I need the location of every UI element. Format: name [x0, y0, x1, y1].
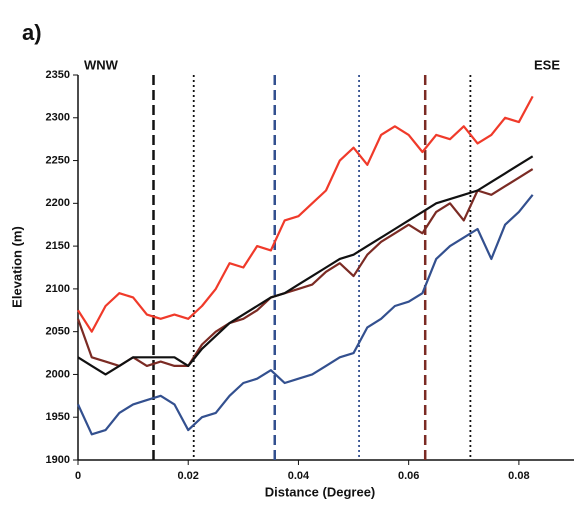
- left-label: WNW: [84, 57, 119, 72]
- x-tick-label: 0.02: [178, 470, 199, 482]
- x-tick-label: 0.06: [398, 470, 419, 482]
- x-tick-label: 0.08: [508, 470, 529, 482]
- y-tick-label: 2300: [46, 112, 70, 124]
- panel-label: a): [22, 20, 42, 45]
- y-tick-label: 1950: [46, 411, 70, 423]
- x-tick-label: 0: [75, 470, 81, 482]
- y-tick-label: 2200: [46, 197, 70, 209]
- y-tick-label: 2000: [46, 368, 70, 380]
- y-tick-label: 2150: [46, 240, 70, 252]
- y-axis-label: Elevation (m): [9, 226, 24, 308]
- y-tick-label: 1900: [46, 454, 70, 466]
- y-tick-label: 2350: [46, 69, 70, 81]
- x-tick-label: 0.04: [288, 470, 310, 482]
- series-line: [76, 168, 534, 367]
- y-tick-label: 2250: [46, 154, 70, 166]
- series-line: [77, 194, 534, 436]
- right-label: ESE: [534, 57, 560, 72]
- x-axis-label: Distance (Degree): [265, 484, 376, 499]
- y-tick-label: 2050: [46, 326, 70, 338]
- series-line: [77, 95, 534, 333]
- y-tick-label: 2100: [46, 283, 70, 295]
- series-line: [77, 155, 534, 376]
